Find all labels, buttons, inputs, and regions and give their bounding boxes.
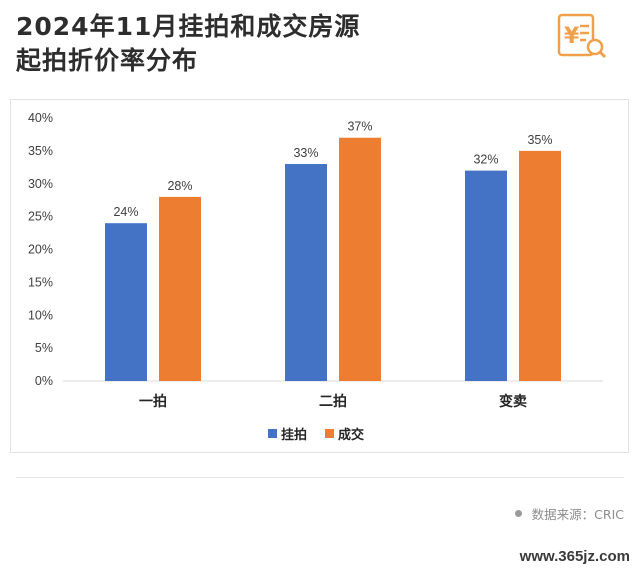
bar-sold (159, 196, 201, 381)
bar-sold (519, 150, 561, 381)
bar-listed (105, 223, 147, 381)
footer-divider (16, 477, 624, 478)
data-label: 28% (167, 179, 192, 193)
y-tick-label: 15% (28, 275, 53, 289)
legend-label-sold: 成交 (338, 428, 365, 443)
bar-listed (465, 170, 507, 381)
svg-text:¥: ¥ (564, 24, 580, 49)
data-source-text: 数据来源：CRIC (531, 507, 624, 522)
page-title: 2024年11月挂拍和成交房源 (16, 12, 361, 41)
data-label: 37% (347, 120, 372, 134)
y-tick-label: 10% (28, 308, 53, 322)
chart-panel: 0% 5% 10% 15% 20% 25% 30% 35% 40% 24% 28% 一拍 33% 37% 二… (10, 99, 629, 453)
data-label: 33% (293, 146, 318, 160)
data-label: 32% (473, 153, 498, 167)
dot-icon (514, 510, 522, 517)
y-tick-label: 35% (28, 144, 53, 158)
bar-chart: 0% 5% 10% 15% 20% 25% 30% 35% 40% 24% 28% 一拍 33% 37% 二… (28, 111, 603, 410)
legend-item-sold: 成交 (325, 424, 364, 443)
data-source: 数据来源：CRIC (514, 504, 624, 523)
legend-item-listed: 挂拍 (268, 424, 307, 443)
y-tick-label: 20% (28, 243, 53, 257)
y-tick-label: 25% (28, 210, 53, 224)
legend-swatch-sold (325, 429, 335, 438)
y-tick-label: 40% (28, 111, 53, 125)
data-label: 35% (527, 133, 552, 147)
y-tick-label: 0% (35, 374, 53, 388)
data-label: 24% (113, 205, 138, 219)
bar-listed (285, 164, 327, 381)
y-tick-label: 30% (28, 177, 53, 191)
x-category-label: 变卖 (499, 393, 527, 410)
y-tick-label: 5% (35, 341, 53, 355)
x-category-label: 二拍 (319, 393, 347, 410)
yuan-document-search-icon: ¥ (557, 13, 607, 59)
x-category-label: 一拍 (139, 393, 167, 410)
bar-sold (339, 137, 381, 381)
watermark-url: www.365jz.com (519, 548, 630, 565)
legend-label-listed: 挂拍 (281, 428, 308, 443)
legend-swatch-listed (268, 429, 277, 438)
chart-legend: 挂拍 成交 (268, 424, 364, 443)
title-block: 2024年11月挂拍和成交房源 起拍折价率分布 (16, 10, 360, 78)
page-subtitle: 起拍折价率分布 (16, 46, 199, 75)
